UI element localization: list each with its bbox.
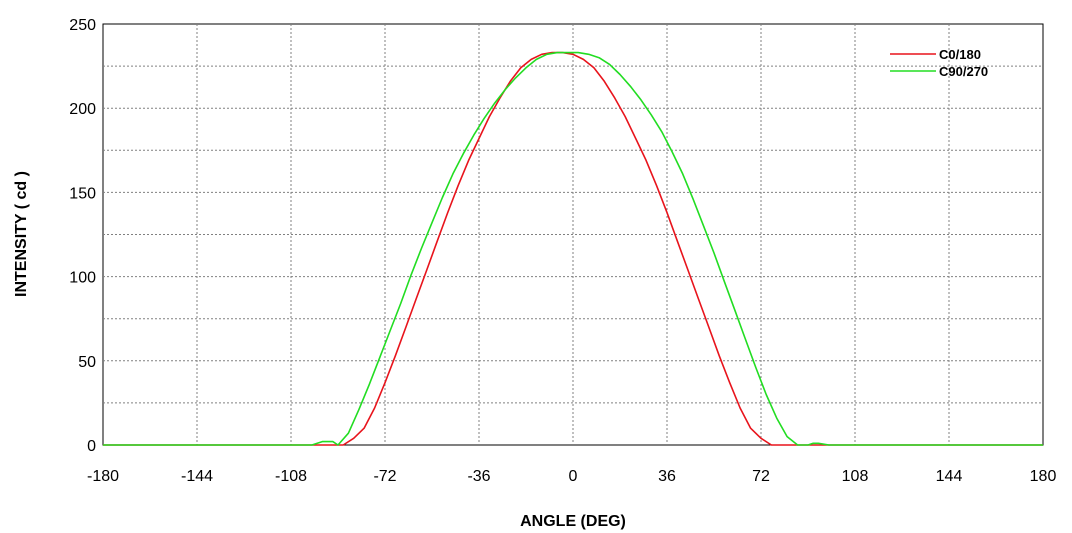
legend: C0/180 C90/270: [890, 47, 988, 79]
grid-lines: [103, 24, 1043, 445]
x-tick-label: -108: [275, 468, 307, 485]
y-tick-label: 150: [69, 185, 96, 202]
x-tick-labels: -180 -144 -108 -72 -36 0 36 72 108 144 180: [87, 468, 1056, 485]
series-line: [103, 51, 1043, 446]
x-tick-label: 72: [752, 468, 770, 485]
y-tick-label: 0: [87, 438, 96, 455]
y-tick-labels: 0 50 100 150 200 250: [69, 17, 96, 455]
legend-label: C0/180: [939, 47, 981, 62]
x-tick-label: 108: [842, 468, 869, 485]
x-tick-label: -36: [467, 468, 490, 485]
x-tick-label: 180: [1030, 468, 1057, 485]
series-line: [103, 51, 1043, 446]
y-tick-label: 100: [69, 270, 96, 287]
y-tick-label: 200: [69, 101, 96, 118]
x-tick-label: -72: [373, 468, 396, 485]
x-tick-label: -144: [181, 468, 213, 485]
x-tick-label: -180: [87, 468, 119, 485]
x-tick-label: 144: [936, 468, 963, 485]
legend-label: C90/270: [939, 64, 988, 79]
series-lines: [103, 51, 1043, 446]
x-tick-label: 0: [569, 468, 578, 485]
y-axis-title: INTENSITY ( cd ): [13, 171, 30, 297]
x-tick-label: 36: [658, 468, 676, 485]
y-tick-label: 250: [69, 17, 96, 34]
x-axis-title: ANGLE (DEG): [520, 513, 626, 530]
y-tick-label: 50: [78, 354, 96, 371]
